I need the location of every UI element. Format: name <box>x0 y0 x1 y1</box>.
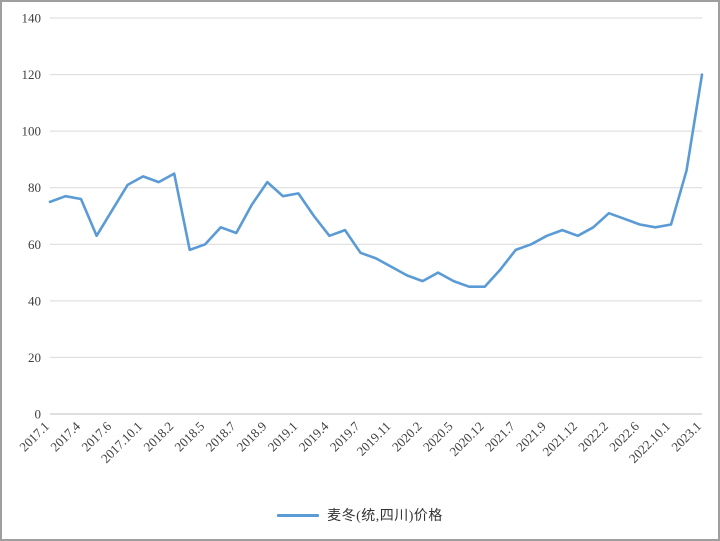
x-tick-label: 2022.2 <box>575 419 611 455</box>
chart-legend: 麦冬(统,四川)价格 <box>2 505 718 525</box>
y-tick-label: 120 <box>22 67 42 82</box>
price-line-chart: 0204060801001201402017.12017.42017.62017… <box>16 11 704 466</box>
x-tick-label: 2017.1 <box>16 419 52 455</box>
x-tick-label: 2021.12 <box>539 419 579 459</box>
y-tick-label: 0 <box>35 407 42 422</box>
x-tick-label: 2020.12 <box>446 419 486 459</box>
y-tick-label: 20 <box>28 350 41 365</box>
legend-label: 麦冬(统,四川)价格 <box>327 509 443 524</box>
price-line-series <box>48 73 704 289</box>
x-tick-label: 2018.5 <box>171 419 207 455</box>
x-tick-label: 2020.2 <box>389 419 425 455</box>
x-tick-label: 2017.4 <box>47 418 83 454</box>
x-tick-label: 2019.11 <box>353 419 393 459</box>
y-tick-label: 40 <box>28 293 41 308</box>
y-tick-label: 140 <box>22 11 42 26</box>
x-tick-label: 2023.1 <box>668 419 704 455</box>
x-tick-label: 2019.1 <box>265 419 301 455</box>
y-tick-label: 100 <box>22 124 42 139</box>
x-tick-label: 2018.2 <box>140 419 176 455</box>
x-tick-label: 2019.4 <box>296 418 332 454</box>
legend-line-marker <box>277 513 320 517</box>
y-tick-label: 60 <box>28 237 41 252</box>
y-tick-label: 80 <box>28 180 41 195</box>
x-tick-label: 2021.7 <box>482 418 518 454</box>
x-tick-label: 2018.9 <box>234 419 270 455</box>
x-tick-label: 2018.7 <box>203 418 239 454</box>
